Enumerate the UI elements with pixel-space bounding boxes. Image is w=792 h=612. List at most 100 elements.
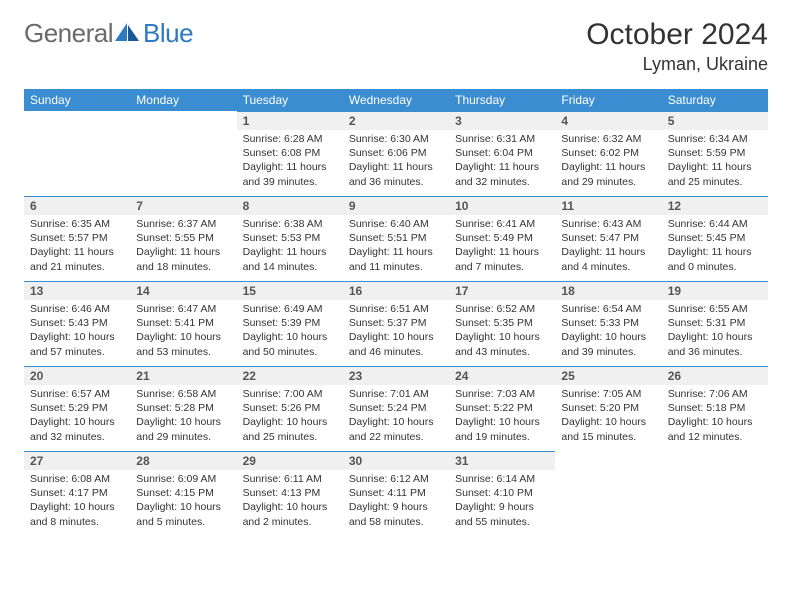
day-details: Sunrise: 6:34 AMSunset: 5:59 PMDaylight:… <box>662 130 768 193</box>
sunset-line: Sunset: 5:51 PM <box>349 231 443 245</box>
day-details: Sunrise: 6:40 AMSunset: 5:51 PMDaylight:… <box>343 215 449 278</box>
sunrise-line: Sunrise: 6:34 AM <box>668 132 762 146</box>
sunset-line: Sunset: 5:39 PM <box>243 316 337 330</box>
day-details: Sunrise: 6:38 AMSunset: 5:53 PMDaylight:… <box>237 215 343 278</box>
weekday-friday: Friday <box>555 89 661 111</box>
month-title: October 2024 <box>586 18 768 52</box>
calendar-table: SundayMondayTuesdayWednesdayThursdayFrid… <box>24 89 768 536</box>
sunrise-line: Sunrise: 6:38 AM <box>243 217 337 231</box>
calendar-week-row: 20 Sunrise: 6:57 AMSunset: 5:29 PM Dayligh… <box>24 366 768 451</box>
calendar-week-row: 6Sunrise: 6:35 AMSunset: 5:57 PMDaylight… <box>24 196 768 281</box>
calendar-empty-cell <box>555 451 661 536</box>
sunset-line: Sunset: 5:59 PM <box>668 146 762 160</box>
day-number: 20 <box>24 366 130 385</box>
day-details: Sunrise: 6:37 AMSunset: 5:55 PMDaylight:… <box>130 215 236 278</box>
sunset-line: Sunset: 5:22 PM <box>455 401 549 415</box>
calendar-day-23: 23Sunrise: 7:01 AMSunset: 5:24 PMDayligh… <box>343 366 449 451</box>
day-details: Sunrise: 6:58 AMSunset: 5:28 PMDaylight:… <box>130 385 236 448</box>
day-number: 23 <box>343 366 449 385</box>
day-number: 25 <box>555 366 661 385</box>
sunset-line: Sunset: 5:33 PM <box>561 316 655 330</box>
daylight-line: Daylight: 10 hours and 22 minutes. <box>349 415 443 443</box>
daylight-line: Daylight: 10 hours and 36 minutes. <box>668 330 762 358</box>
day-details: Sunrise: 6:52 AMSunset: 5:35 PMDaylight:… <box>449 300 555 363</box>
sunrise-line: Sunrise: 6:57 AM <box>30 387 124 401</box>
logo-sail-icon <box>113 21 141 43</box>
daylight-line: Daylight: 11 hours and 29 minutes. <box>561 160 655 188</box>
day-number: 10 <box>449 196 555 215</box>
logo: General Blue <box>24 18 193 49</box>
day-number: 14 <box>130 281 236 300</box>
day-number: 4 <box>555 111 661 130</box>
sunrise-line: Sunrise: 6:32 AM <box>561 132 655 146</box>
daylight-line: Daylight: 10 hours and 5 minutes. <box>136 500 230 528</box>
calendar-empty-cell <box>662 451 768 536</box>
title-block: October 2024 Lyman, Ukraine <box>586 18 768 75</box>
day-number: 9 <box>343 196 449 215</box>
day-details: Sunrise: 6:49 AMSunset: 5:39 PMDaylight:… <box>237 300 343 363</box>
calendar-day-21: 21Sunrise: 6:58 AMSunset: 5:28 PMDayligh… <box>130 366 236 451</box>
sunrise-line: Sunrise: 6:54 AM <box>561 302 655 316</box>
daylight-line: Daylight: 10 hours and 8 minutes. <box>30 500 124 528</box>
day-details: Sunrise: 6:41 AMSunset: 5:49 PMDaylight:… <box>449 215 555 278</box>
day-number: 18 <box>555 281 661 300</box>
calendar-week-row: 1Sunrise: 6:28 AMSunset: 6:08 PMDaylight… <box>24 111 768 196</box>
day-details: Sunrise: 6:46 AMSunset: 5:43 PMDaylight:… <box>24 300 130 363</box>
calendar-day-19: 19Sunrise: 6:55 AMSunset: 5:31 PMDayligh… <box>662 281 768 366</box>
day-number: 16 <box>343 281 449 300</box>
day-number: 24 <box>449 366 555 385</box>
day-details: Sunrise: 7:00 AMSunset: 5:26 PMDaylight:… <box>237 385 343 448</box>
sunset-line: Sunset: 5:43 PM <box>30 316 124 330</box>
sunrise-line: Sunrise: 6:46 AM <box>30 302 124 316</box>
weekday-sunday: Sunday <box>24 89 130 111</box>
sunrise-line: Sunrise: 7:06 AM <box>668 387 762 401</box>
day-details: Sunrise: 6:55 AMSunset: 5:31 PMDaylight:… <box>662 300 768 363</box>
day-number: 15 <box>237 281 343 300</box>
sunset-line: Sunset: 5:37 PM <box>349 316 443 330</box>
calendar-day-18: 18Sunrise: 6:54 AMSunset: 5:33 PMDayligh… <box>555 281 661 366</box>
day-details: Sunrise: 6:28 AMSunset: 6:08 PMDaylight:… <box>237 130 343 193</box>
day-details: Sunrise: 6:31 AMSunset: 6:04 PMDaylight:… <box>449 130 555 193</box>
sunset-line: Sunset: 5:55 PM <box>136 231 230 245</box>
calendar-day-26: 26Sunrise: 7:06 AMSunset: 5:18 PMDayligh… <box>662 366 768 451</box>
sunrise-line: Sunrise: 6:28 AM <box>243 132 337 146</box>
sunrise-line: Sunrise: 6:14 AM <box>455 472 549 486</box>
sunset-line: Sunset: 5:35 PM <box>455 316 549 330</box>
day-number: 17 <box>449 281 555 300</box>
calendar-day-22: 22Sunrise: 7:00 AMSunset: 5:26 PMDayligh… <box>237 366 343 451</box>
day-number: 29 <box>237 451 343 470</box>
day-number: 5 <box>662 111 768 130</box>
sunset-line: Sunset: 5:57 PM <box>30 231 124 245</box>
calendar-day-13: 13Sunrise: 6:46 AMSunset: 5:43 PMDayligh… <box>24 281 130 366</box>
day-details: Sunrise: 6:12 AMSunset: 4:11 PMDaylight:… <box>343 470 449 533</box>
sunrise-line: Sunrise: 7:05 AM <box>561 387 655 401</box>
calendar-day-31: 31Sunrise: 6:14 AMSunset: 4:10 PMDayligh… <box>449 451 555 536</box>
daylight-line: Daylight: 10 hours and 2 minutes. <box>243 500 337 528</box>
calendar-empty-cell <box>130 111 236 196</box>
sunset-line: Sunset: 6:02 PM <box>561 146 655 160</box>
calendar-day-14: 14Sunrise: 6:47 AMSunset: 5:41 PMDayligh… <box>130 281 236 366</box>
sunrise-line: Sunrise: 7:01 AM <box>349 387 443 401</box>
sunset-line: Sunset: 5:29 PM <box>30 401 124 415</box>
daylight-line: Daylight: 10 hours and 29 minutes. <box>136 415 230 443</box>
day-details: Sunrise: 6:11 AMSunset: 4:13 PMDaylight:… <box>237 470 343 533</box>
calendar-day-16: 16Sunrise: 6:51 AMSunset: 5:37 PMDayligh… <box>343 281 449 366</box>
day-details: Sunrise: 6:35 AMSunset: 5:57 PMDaylight:… <box>24 215 130 278</box>
calendar-head: SundayMondayTuesdayWednesdayThursdayFrid… <box>24 89 768 111</box>
daylight-line: Daylight: 10 hours and 46 minutes. <box>349 330 443 358</box>
sunrise-line: Sunrise: 7:00 AM <box>243 387 337 401</box>
day-details: Sunrise: 7:05 AMSunset: 5:20 PMDaylight:… <box>555 385 661 448</box>
day-number: 8 <box>237 196 343 215</box>
daylight-line: Daylight: 10 hours and 15 minutes. <box>561 415 655 443</box>
daylight-line: Daylight: 11 hours and 0 minutes. <box>668 245 762 273</box>
sunset-line: Sunset: 4:15 PM <box>136 486 230 500</box>
day-details: Sunrise: 6:51 AMSunset: 5:37 PMDaylight:… <box>343 300 449 363</box>
calendar-day-27: 27Sunrise: 6:08 AMSunset: 4:17 PMDayligh… <box>24 451 130 536</box>
calendar-day-2: 2Sunrise: 6:30 AMSunset: 6:06 PMDaylight… <box>343 111 449 196</box>
sunrise-line: Sunrise: 6:30 AM <box>349 132 443 146</box>
logo-text-general: General <box>24 18 113 49</box>
day-details: Sunrise: 7:01 AMSunset: 5:24 PMDaylight:… <box>343 385 449 448</box>
calendar-body: 1Sunrise: 6:28 AMSunset: 6:08 PMDaylight… <box>24 111 768 536</box>
sunset-line: Sunset: 5:49 PM <box>455 231 549 245</box>
day-details: Sunrise: 6:30 AMSunset: 6:06 PMDaylight:… <box>343 130 449 193</box>
